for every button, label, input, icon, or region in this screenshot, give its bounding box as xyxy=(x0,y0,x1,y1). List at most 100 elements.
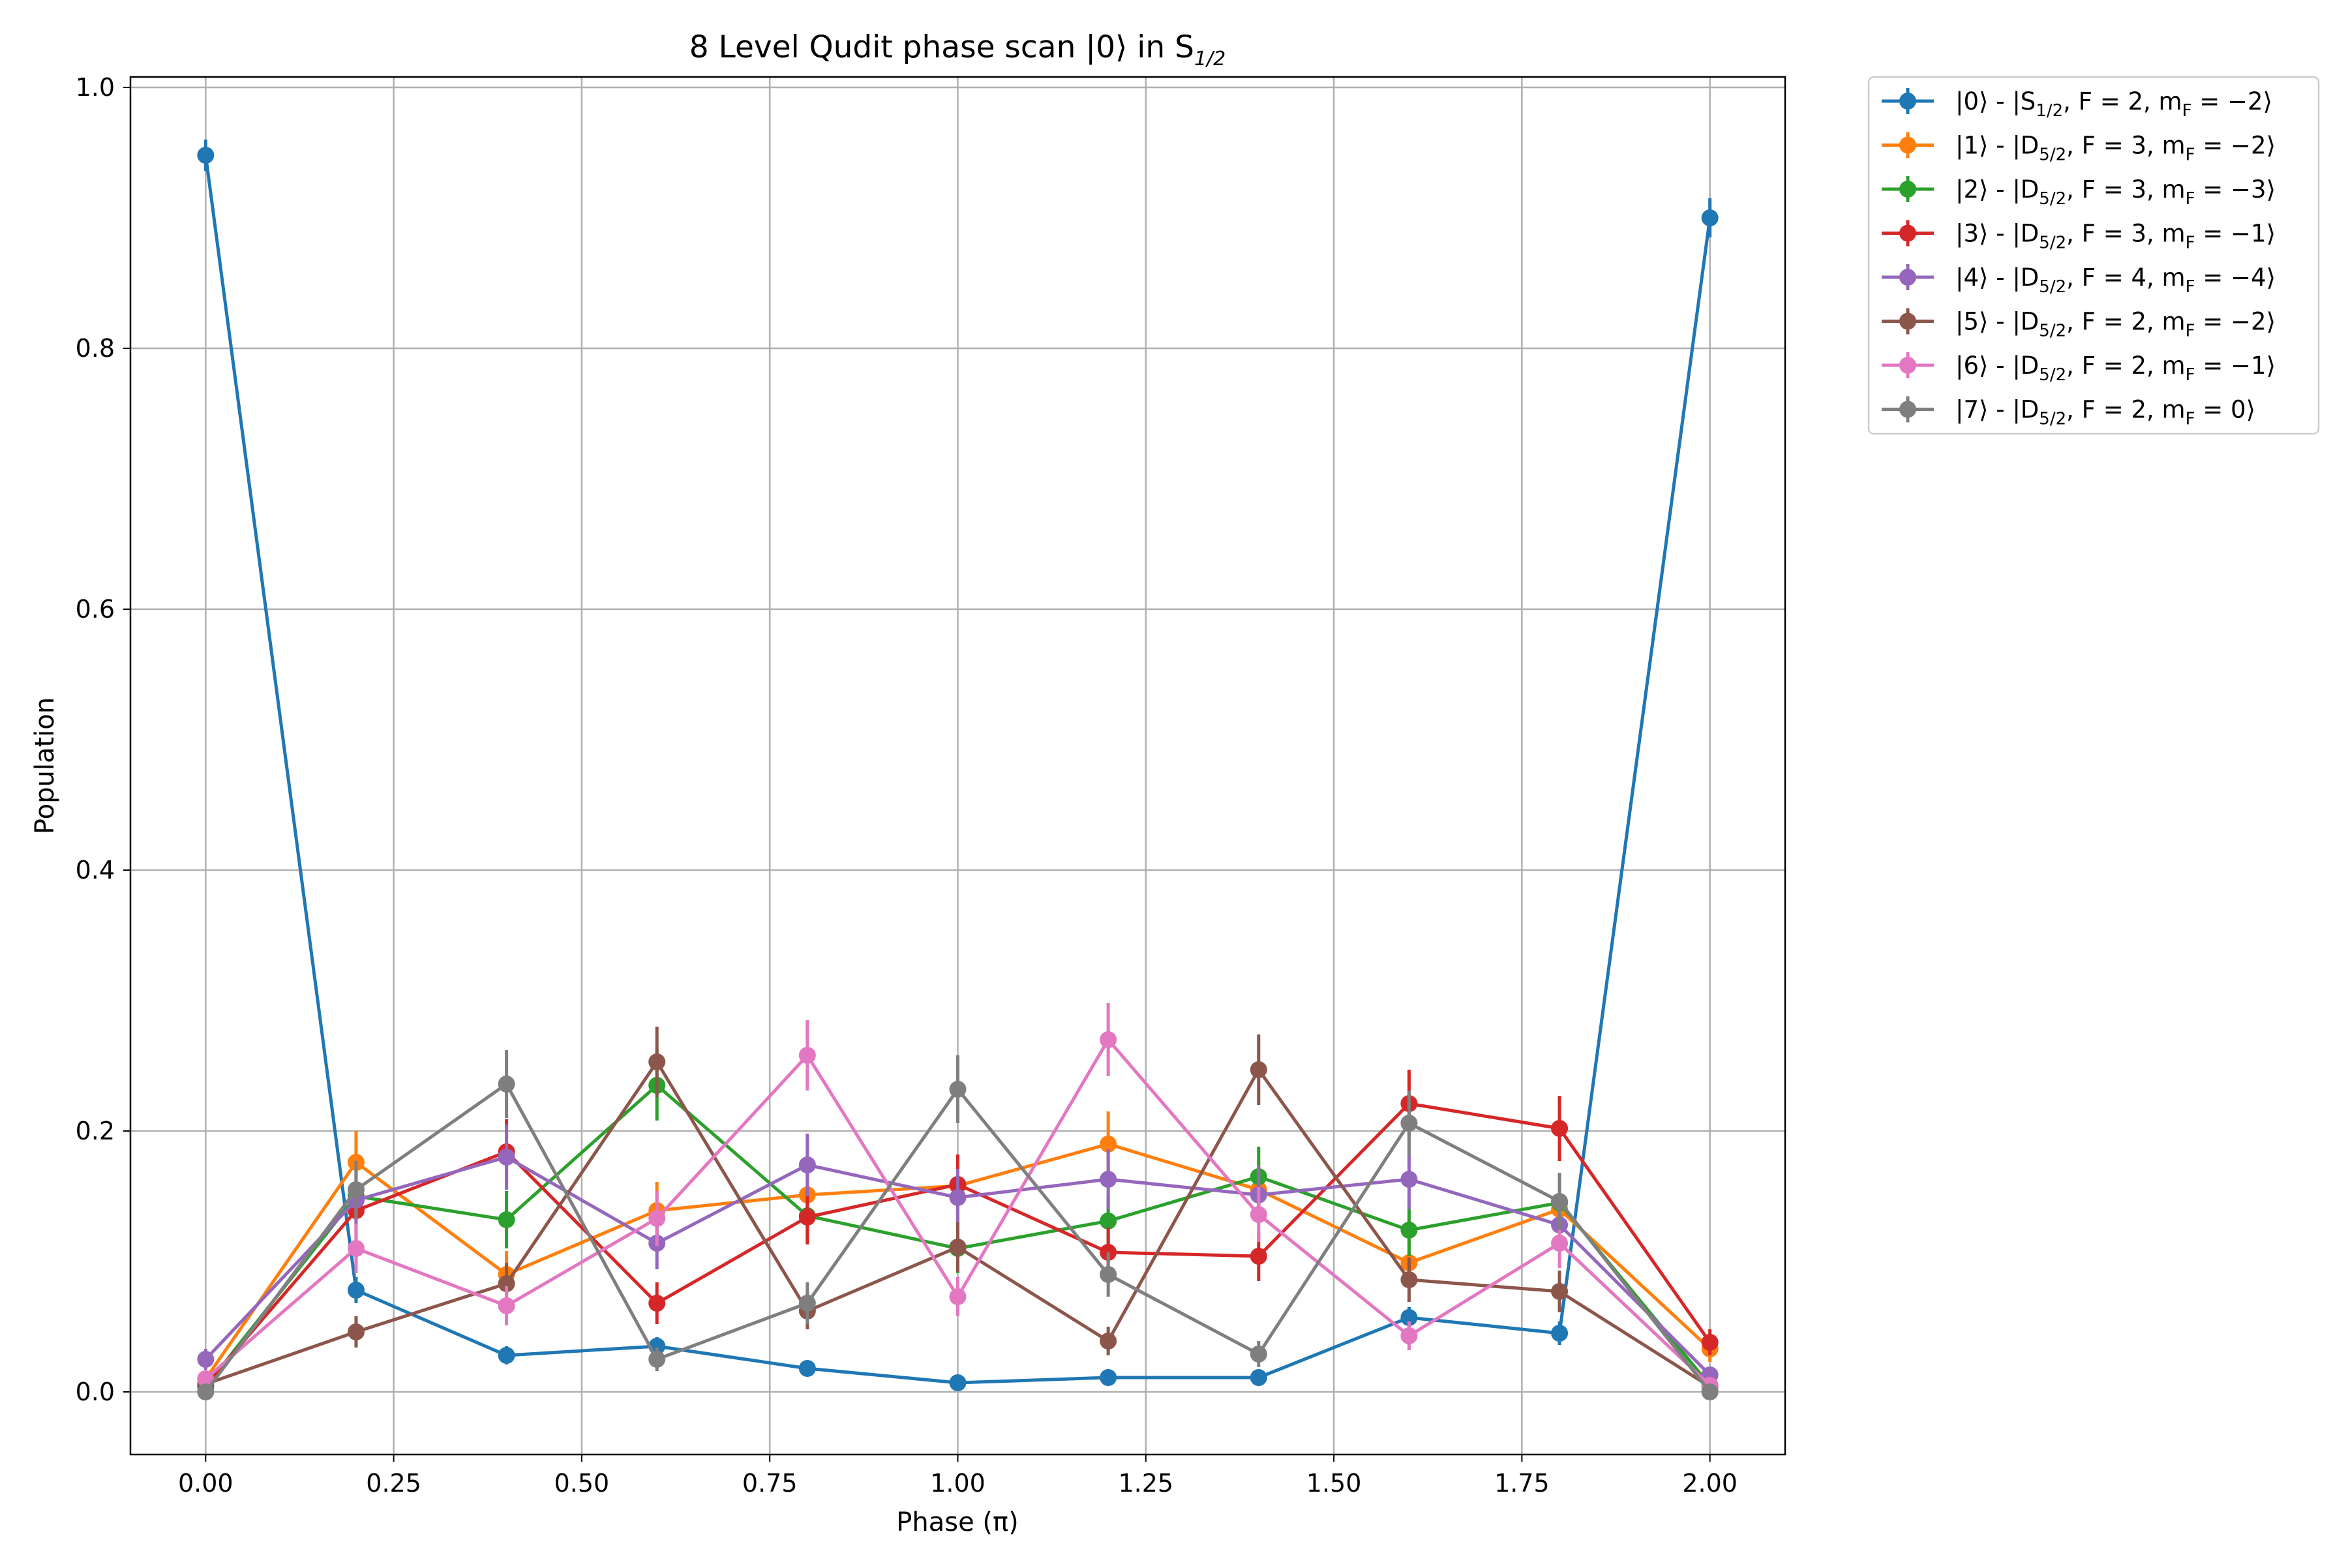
data-point xyxy=(1701,209,1719,226)
x-tick-label: 0.00 xyxy=(178,1469,233,1498)
data-point xyxy=(197,147,215,164)
data-point xyxy=(798,1360,816,1377)
legend-swatch-marker xyxy=(1899,224,1916,242)
legend-label-text: |2⟩ - |D xyxy=(1955,175,2039,204)
legend-box xyxy=(1867,76,2320,435)
data-point xyxy=(1250,1206,1267,1223)
series-0 xyxy=(197,140,1719,1391)
data-point xyxy=(1400,1309,1418,1326)
legend-label-text: = −3⟩ xyxy=(2195,175,2276,204)
legend-label-text: |4⟩ - |D xyxy=(1955,264,2039,292)
data-point xyxy=(798,1209,816,1226)
legend-swatch-marker xyxy=(1899,312,1916,330)
legend-label: |6⟩ - |D5/2, F = 2, mF = −1⟩ xyxy=(1955,352,2276,385)
data-point xyxy=(1100,1266,1117,1283)
legend: |0⟩ - |S1/2, F = 2, mF = −2⟩|1⟩ - |D5/2,… xyxy=(1867,76,2320,435)
data-point xyxy=(1250,1346,1267,1363)
legend-swatch-marker xyxy=(1899,400,1916,418)
legend-label-subscript: 1/2 xyxy=(2036,101,2063,121)
legend-label-subscript: 5/2 xyxy=(2039,234,2066,253)
legend-label-subscript: 5/2 xyxy=(2039,365,2066,385)
series-6 xyxy=(197,1003,1719,1394)
data-point xyxy=(949,1288,967,1305)
data-point xyxy=(347,1181,365,1198)
data-point xyxy=(1100,1213,1117,1229)
plot-data xyxy=(197,140,1719,1400)
data-point xyxy=(648,1053,666,1070)
legend-label-text: = −4⟩ xyxy=(2195,264,2276,292)
legend-label-subscript: F xyxy=(2186,410,2195,429)
series-7 xyxy=(197,1050,1719,1400)
x-tick-label: 0.50 xyxy=(554,1469,610,1498)
legend-label-text: = 0⟩ xyxy=(2195,396,2256,424)
legend-label: |4⟩ - |D5/2, F = 4, mF = −4⟩ xyxy=(1955,264,2276,297)
data-point xyxy=(498,1297,515,1314)
legend-swatch-marker xyxy=(1899,93,1916,110)
data-point xyxy=(949,1239,967,1256)
chart-title: 8 Level Qudit phase scan |0⟩ in S1/2 xyxy=(689,29,1226,70)
legend-label-text: |1⟩ - |D xyxy=(1955,132,2039,160)
legend-label-subscript: F xyxy=(2186,234,2195,253)
data-point xyxy=(1551,1283,1569,1300)
data-point xyxy=(1100,1333,1117,1349)
x-tick-label: 1.75 xyxy=(1494,1469,1550,1498)
legend-label: |7⟩ - |D5/2, F = 2, mF = 0⟩ xyxy=(1955,396,2255,429)
legend-label-subscript: F xyxy=(2186,277,2195,297)
x-tick-label: 0.25 xyxy=(366,1469,421,1498)
axis-ticks: 0.00 0.25 0.50 0.75 1.00 1.25 1.50 1.75 2.00 0.0 0… xyxy=(76,73,1738,1498)
y-tick-label: 1.0 xyxy=(76,73,115,102)
data-point xyxy=(197,1351,215,1368)
data-point xyxy=(648,1351,666,1368)
data-point xyxy=(1551,1120,1569,1137)
data-point xyxy=(498,1211,515,1228)
data-point xyxy=(197,1370,215,1387)
legend-label-text: |7⟩ - |D xyxy=(1955,396,2039,424)
y-tick-label: 0.2 xyxy=(76,1117,115,1145)
data-point xyxy=(648,1295,666,1312)
legend-label-subscript: 5/2 xyxy=(2039,277,2066,297)
legend-label: |2⟩ - |D5/2, F = 3, mF = −3⟩ xyxy=(1955,175,2276,209)
data-point xyxy=(1100,1369,1117,1386)
legend-label-text: |3⟩ - |D xyxy=(1955,220,2039,248)
legend-label-text: = −2⟩ xyxy=(2195,132,2276,160)
legend-label-text: , F = 2, m xyxy=(2066,308,2185,336)
legend-label-subscript: F xyxy=(2186,322,2195,341)
data-point xyxy=(1250,1061,1267,1078)
legend-label-subscript: 5/2 xyxy=(2039,189,2066,209)
legend-label-text: , F = 3, m xyxy=(2066,132,2185,160)
x-tick-label: 1.00 xyxy=(930,1469,986,1498)
data-point xyxy=(347,1240,365,1257)
y-tick-label: 0.0 xyxy=(76,1378,115,1406)
legend-label-subscript: F xyxy=(2186,145,2195,165)
data-point xyxy=(1400,1115,1418,1132)
data-point xyxy=(798,1295,816,1312)
legend-swatch-marker xyxy=(1899,357,1916,374)
data-point xyxy=(1551,1325,1569,1342)
data-point xyxy=(1100,1031,1117,1048)
data-point xyxy=(949,1081,967,1098)
legend-label-text: , F = 2, m xyxy=(2066,396,2185,424)
x-tick-label: 1.25 xyxy=(1118,1469,1173,1498)
data-point xyxy=(1250,1369,1267,1386)
legend-label-text: = −1⟩ xyxy=(2195,220,2276,248)
data-point xyxy=(1551,1193,1569,1210)
data-point xyxy=(498,1275,515,1292)
legend-label: |1⟩ - |D5/2, F = 3, mF = −2⟩ xyxy=(1955,132,2276,165)
data-point xyxy=(798,1047,816,1064)
data-point xyxy=(347,1282,365,1299)
legend-label: |3⟩ - |D5/2, F = 3, mF = −1⟩ xyxy=(1955,220,2276,253)
legend-swatch-marker xyxy=(1899,269,1916,286)
data-point xyxy=(1400,1327,1418,1344)
x-tick-label: 2.00 xyxy=(1682,1469,1738,1498)
legend-label-subscript: 5/2 xyxy=(2039,322,2066,341)
legend-label-subscript: F xyxy=(2186,189,2195,209)
legend-label-text: = −2⟩ xyxy=(2192,87,2273,115)
data-point xyxy=(798,1156,816,1173)
legend-label-text: |5⟩ - |D xyxy=(1955,308,2039,336)
x-tick-label: 1.50 xyxy=(1306,1469,1362,1498)
data-point xyxy=(1100,1136,1117,1153)
y-tick-label: 0.8 xyxy=(76,334,115,363)
data-point xyxy=(949,1189,967,1206)
data-point xyxy=(1701,1334,1719,1351)
